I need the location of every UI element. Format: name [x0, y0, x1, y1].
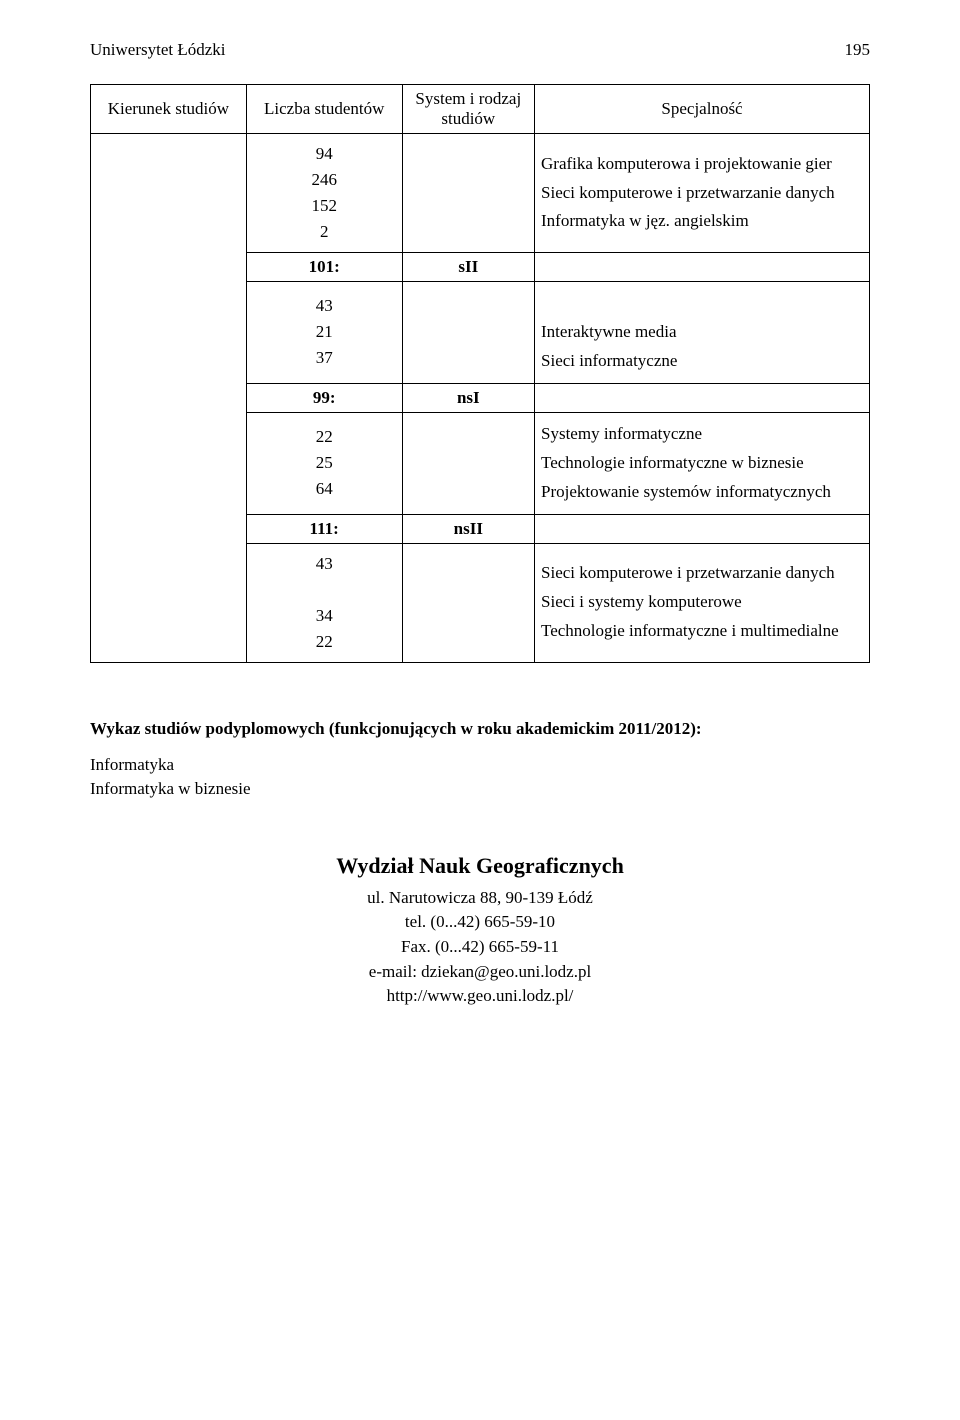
- spec-cell: Grafika komputerowa i projektowanie gier…: [535, 134, 870, 253]
- postgrad-title: Wykaz studiów podyplomowych (funkcjonują…: [90, 719, 870, 739]
- department-line: e-mail: dziekan@geo.uni.lodz.pl: [90, 960, 870, 985]
- col-specjalnosc: Specjalność: [535, 85, 870, 134]
- spec-cell: [535, 514, 870, 543]
- spec-cell: Sieci komputerowe i przetwarzanie danych…: [535, 543, 870, 662]
- department-block: Wydział Nauk Geograficznych ul. Narutowi…: [90, 850, 870, 1009]
- count-cell: 22 25 64: [246, 412, 402, 514]
- postgrad-list: Informatyka Informatyka w biznesie: [90, 753, 870, 802]
- department-line: Fax. (0...42) 665-59-11: [90, 935, 870, 960]
- summary-count: 99:: [246, 383, 402, 412]
- col-kierunek: Kierunek studiów: [91, 85, 247, 134]
- sys-cell: [402, 282, 534, 384]
- spec-cell: Systemy informatyczne Technologie inform…: [535, 412, 870, 514]
- postgrad-item: Informatyka: [90, 753, 870, 778]
- spec-cell: [535, 253, 870, 282]
- count-cell: 43 21 37: [246, 282, 402, 384]
- department-line: ul. Narutowicza 88, 90-139 Łódź: [90, 886, 870, 911]
- spec-cell: [535, 383, 870, 412]
- summary-sys: nsII: [402, 514, 534, 543]
- count-cell: 43 34 22: [246, 543, 402, 662]
- col-system: System i rodzaj studiów: [402, 85, 534, 134]
- table-header-row: Kierunek studiów Liczba studentów System…: [91, 85, 870, 134]
- studies-table: Kierunek studiów Liczba studentów System…: [90, 84, 870, 663]
- running-header: Uniwersytet Łódzki 195: [90, 40, 870, 60]
- col-liczba: Liczba studentów: [246, 85, 402, 134]
- header-title: Uniwersytet Łódzki: [90, 40, 226, 60]
- department-line: tel. (0...42) 665-59-10: [90, 910, 870, 935]
- sys-cell: [402, 134, 534, 253]
- summary-sys: sII: [402, 253, 534, 282]
- page-number: 195: [845, 40, 871, 60]
- count-cell: 94 246 152 2: [246, 134, 402, 253]
- summary-count: 111:: [246, 514, 402, 543]
- summary-count: 101:: [246, 253, 402, 282]
- summary-sys: nsI: [402, 383, 534, 412]
- spec-cell: Interaktywne media Sieci informatyczne: [535, 282, 870, 384]
- department-line: http://www.geo.uni.lodz.pl/: [90, 984, 870, 1009]
- postgrad-item: Informatyka w biznesie: [90, 777, 870, 802]
- sys-cell: [402, 412, 534, 514]
- kierunek-cell: [91, 134, 247, 663]
- sys-cell: [402, 543, 534, 662]
- table-row: 94 246 152 2 Grafika komputerowa i proje…: [91, 134, 870, 253]
- department-name: Wydział Nauk Geograficznych: [90, 850, 870, 882]
